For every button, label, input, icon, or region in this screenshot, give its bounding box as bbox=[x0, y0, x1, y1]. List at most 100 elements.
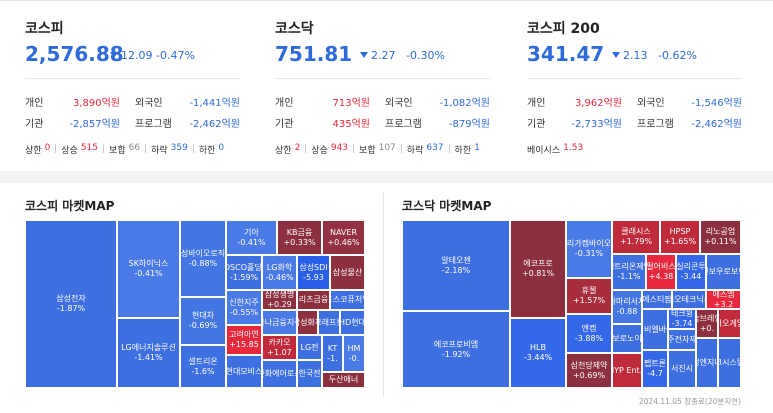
map-tile[interactable]: 대주전자재료 bbox=[668, 329, 696, 350]
map-tile[interactable]: 알테오젠 -2.18% bbox=[402, 220, 510, 311]
map-tile[interactable]: 한화에어로스 bbox=[262, 360, 297, 388]
map-tile[interactable]: 이오테크닉스 bbox=[672, 290, 706, 309]
map-tile[interactable]: 신한지주 -0.55% bbox=[226, 290, 262, 325]
index-change: 2.13 bbox=[623, 49, 648, 62]
map-tile[interactable]: 삼성물산 bbox=[330, 255, 365, 290]
tile-name: 삼천당제약 bbox=[570, 360, 608, 370]
tile-name: 대주전자재료 bbox=[668, 334, 696, 344]
map-tile[interactable]: 포스코퓨처엠 bbox=[330, 290, 365, 310]
map-tile[interactable]: 셀트리온제약-1.1% bbox=[612, 254, 646, 290]
map-tile[interactable]: 클래시스 +1.79% bbox=[612, 220, 660, 254]
index-title: 코스피 bbox=[25, 21, 64, 37]
count-label: 상한 bbox=[275, 146, 292, 156]
map-tile[interactable]: LG전 bbox=[297, 335, 322, 360]
map-tile[interactable]: 크래프톤 bbox=[318, 310, 340, 335]
map-tile[interactable]: 에스엠 +3.2 bbox=[706, 290, 741, 309]
flow-value: -1,546억원 bbox=[691, 98, 742, 109]
tile-name: 에코프로 bbox=[523, 259, 553, 268]
map-tile[interactable]: 솔브레인+0. bbox=[696, 309, 718, 338]
flow-label: 외국인 bbox=[385, 98, 413, 109]
map-tile[interactable]: 파크시스템스 bbox=[718, 338, 741, 388]
map-tile[interactable]: 하나금융지주 bbox=[262, 310, 297, 335]
map-tile[interactable]: SK하이닉스 -0.41% bbox=[117, 220, 180, 318]
map-tile[interactable]: 현대모비스 bbox=[226, 355, 262, 388]
flow-value: 713억원 bbox=[332, 98, 371, 109]
down-arrow bbox=[110, 52, 118, 58]
map-tile[interactable]: 에이비엘바이오 bbox=[642, 309, 668, 350]
map-tile[interactable]: 리가켐바이오 -0.31% bbox=[566, 220, 612, 278]
tile-change: +0.81% bbox=[521, 269, 555, 278]
map-tile[interactable]: HM -0. bbox=[343, 335, 365, 372]
map-divider bbox=[383, 192, 384, 397]
down-arrow bbox=[612, 52, 620, 58]
tile-change: +0.29 bbox=[267, 300, 292, 309]
tile-name: 리가켐바이오 bbox=[566, 239, 612, 248]
tile-name: 클래시스 bbox=[621, 227, 651, 236]
flow-label: 개인 bbox=[275, 98, 294, 109]
map-tile[interactable]: JYP Ent. bbox=[612, 353, 642, 388]
map-tile[interactable]: 셀트리온 -1.6% bbox=[180, 345, 226, 388]
tile-change: +3.2 bbox=[713, 299, 734, 309]
map-tile[interactable]: NAVER +0.46% bbox=[322, 220, 365, 255]
map-tile[interactable]: KB금융 +0.33% bbox=[277, 220, 322, 255]
count-divider bbox=[305, 144, 307, 153]
map-tile[interactable]: 휴젤 +1.57% bbox=[566, 278, 612, 314]
map-tile[interactable]: 실리콘투 -3.44 bbox=[676, 254, 706, 290]
map-tile[interactable]: 기아 -0.41% bbox=[226, 220, 277, 255]
section-gap bbox=[0, 171, 773, 183]
tile-name: 알테오젠 bbox=[441, 255, 471, 265]
tile-name: 펄어비스 bbox=[646, 262, 676, 271]
map-tile[interactable]: 펩트론 -4.7 bbox=[642, 350, 668, 388]
tile-change: -3.44% bbox=[523, 353, 553, 362]
map-tile[interactable]: 리노공업 +0.11% bbox=[700, 220, 741, 254]
map-tile[interactable]: 삼성바이오로직스-0.88% bbox=[180, 220, 226, 297]
map-tile[interactable]: 에코프로 +0.81% bbox=[510, 220, 566, 318]
count-label: 하한 bbox=[198, 146, 216, 156]
map-tile[interactable]: 고려아연 +15.85 bbox=[226, 325, 262, 355]
count-value: 0 bbox=[218, 143, 225, 153]
map-tile[interactable]: KT -1. bbox=[322, 335, 343, 372]
tile-change: -0.55% bbox=[229, 307, 259, 317]
map-tile[interactable]: 삼성SDI -5.93 bbox=[297, 255, 330, 290]
tile-name: 신한지주 bbox=[229, 297, 259, 307]
map-tile[interactable]: 레인보우로보틱스 bbox=[706, 254, 741, 290]
map-tile[interactable]: 한국전 bbox=[297, 360, 322, 388]
count-value: 1 bbox=[474, 143, 480, 153]
map-tile[interactable]: 삼성생명 +0.29 bbox=[262, 290, 297, 310]
count-label: 하락 bbox=[151, 146, 168, 156]
index-value: 341.47 bbox=[527, 42, 605, 66]
map-tile[interactable]: HPSP +1.65% bbox=[660, 220, 700, 254]
map-tile[interactable]: LG화학 -0.46% bbox=[262, 255, 297, 290]
tile-change: -3.74 bbox=[671, 319, 693, 328]
map-tile[interactable]: 삼성전자 -1.87% bbox=[25, 220, 117, 388]
map-tile[interactable]: HD현대 bbox=[340, 310, 365, 335]
map-tile[interactable]: 서진시 bbox=[668, 350, 696, 388]
map-tile[interactable]: 파마리서치-0.88 bbox=[612, 290, 642, 324]
map-tile[interactable]: POSCO홀딩스-1.59% bbox=[226, 255, 262, 290]
map-tile[interactable]: 보로노이 bbox=[612, 324, 642, 353]
map-tile[interactable]: HLB -3.44% bbox=[510, 318, 566, 388]
tile-name: LG화학 bbox=[266, 262, 293, 272]
map-tile[interactable]: 카카오 +1.07 bbox=[262, 335, 297, 360]
map-tile[interactable]: 에코프로비엠 -1.92% bbox=[402, 311, 510, 388]
map-tile[interactable]: 엔켐 -3.88% bbox=[566, 314, 612, 353]
map-tile[interactable]: 두산에너 bbox=[322, 372, 365, 388]
map-tile[interactable]: 현대차 -0.69% bbox=[180, 297, 226, 345]
flow-value: -2,733억원 bbox=[571, 119, 622, 130]
tile-name: 에스엠 bbox=[712, 290, 735, 299]
map-tile[interactable]: 삼천당제약 +0.69% bbox=[566, 353, 612, 388]
tile-change: -0.88 bbox=[616, 307, 638, 316]
map-tile[interactable]: 주성엔지니어 bbox=[696, 338, 718, 388]
flow-value: -2,857억원 bbox=[69, 119, 120, 130]
tile-change: -0.69% bbox=[188, 321, 218, 330]
map-tile[interactable]: 에스티팜 bbox=[642, 290, 672, 309]
map-tile[interactable]: LG에너지솔루션 -1.41% bbox=[117, 318, 180, 388]
map-tile[interactable]: 펄어비스 +4.38 bbox=[646, 254, 676, 290]
map-tile[interactable]: 카카오게임즈 bbox=[718, 309, 741, 338]
map-tile[interactable]: 테크윙 -3.74 bbox=[668, 309, 696, 329]
map-tile[interactable]: 삼성화재 bbox=[297, 310, 318, 335]
flow-label: 프로그램 bbox=[135, 119, 172, 130]
tile-name: 리노공업 bbox=[705, 227, 736, 236]
tile-name: 셀트리온제약 bbox=[613, 262, 645, 271]
map-tile[interactable]: 메리츠금융지 bbox=[297, 290, 330, 310]
